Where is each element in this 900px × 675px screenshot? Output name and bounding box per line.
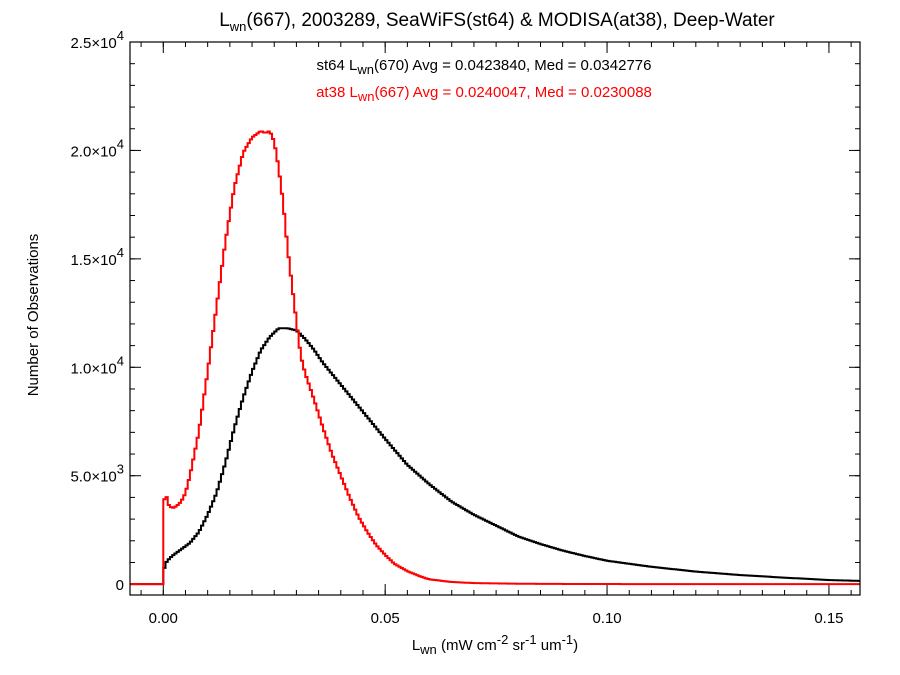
x-tick-label: 0.05 xyxy=(371,610,400,627)
y-tick-label: 5.0×103 xyxy=(70,462,124,486)
y-tick-label: 2.5×104 xyxy=(70,28,124,52)
x-axis-label: Lwn (mW cm-2 sr-1 um-1) xyxy=(412,632,578,657)
chart-title: Lwn(667), 2003289, SeaWiFS(st64) & MODIS… xyxy=(219,10,775,34)
y-axis-label: Number of Observations xyxy=(25,234,42,397)
x-tick-label: 0.00 xyxy=(149,610,178,627)
annotation-at38: at38 Lwn(667) Avg = 0.0240047, Med = 0.0… xyxy=(316,84,652,104)
annotation-st64: st64 Lwn(670) Avg = 0.0423840, Med = 0.0… xyxy=(317,57,652,77)
y-tick-label: 1.0×104 xyxy=(70,353,124,377)
axis-ticks: 0.00 0.05 0.10 0.15 0 5.0×103 1.0×104 1.5×104 2.… xyxy=(70,28,860,627)
x-tick-label: 0.15 xyxy=(814,610,843,627)
series-0-line xyxy=(130,327,860,586)
plot-frame xyxy=(129,41,861,596)
x-tick-label: 0.10 xyxy=(592,610,621,627)
y-tick-label: 1.5×104 xyxy=(70,245,124,269)
y-tick-label: 2.0×104 xyxy=(70,136,124,160)
y-tick-label: 0 xyxy=(116,577,124,594)
series-1-line xyxy=(130,130,860,586)
plot-series xyxy=(130,130,860,586)
